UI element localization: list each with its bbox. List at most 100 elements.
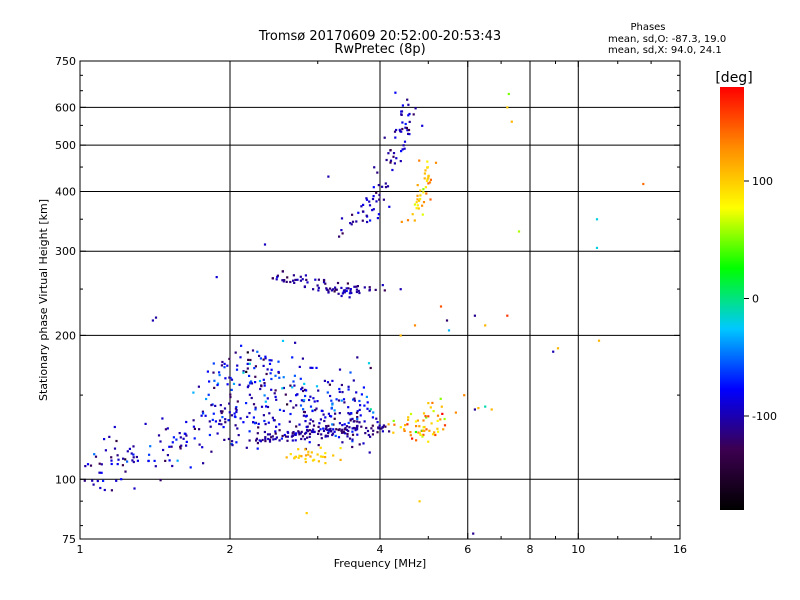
data-point — [280, 437, 283, 440]
data-point — [227, 437, 230, 441]
data-point — [353, 427, 356, 430]
data-point — [419, 189, 422, 192]
data-point — [283, 279, 286, 282]
data-point — [270, 359, 273, 362]
data-point — [266, 405, 270, 409]
data-point — [98, 471, 101, 474]
data-point — [113, 425, 116, 429]
data-point — [254, 408, 257, 411]
data-point — [385, 158, 388, 162]
data-point — [401, 104, 404, 107]
data-point — [318, 422, 321, 425]
data-point — [292, 274, 295, 277]
data-point — [242, 371, 245, 374]
data-point — [403, 429, 406, 432]
data-point — [407, 103, 410, 106]
data-point — [337, 292, 340, 295]
data-point — [317, 460, 320, 463]
data-point — [347, 385, 350, 388]
data-point — [378, 193, 381, 197]
data-point — [268, 359, 271, 362]
data-point — [229, 396, 232, 399]
data-point — [325, 287, 328, 290]
data-point — [292, 380, 295, 383]
data-point — [260, 405, 264, 408]
data-point — [161, 417, 164, 420]
data-point — [356, 417, 359, 420]
data-point — [276, 275, 279, 279]
data-point — [338, 390, 341, 393]
data-point — [247, 358, 250, 361]
legend-box: Phases mean, sd,O: -87.3, 19.0 mean, sd,… — [608, 22, 726, 56]
data-point — [433, 431, 436, 434]
data-point — [248, 381, 252, 384]
data-point — [286, 435, 289, 438]
data-point — [392, 419, 395, 422]
data-point — [312, 397, 315, 400]
data-point — [463, 394, 466, 397]
data-point — [235, 406, 238, 409]
data-point — [416, 184, 419, 187]
data-point — [417, 431, 420, 434]
data-point — [274, 374, 277, 377]
data-point — [275, 436, 278, 439]
x-tick-labels: 1 2 4 6 8 10 16 — [77, 543, 688, 556]
data-point — [311, 366, 314, 369]
data-point — [294, 433, 297, 436]
data-point — [320, 433, 323, 436]
data-point — [388, 430, 391, 433]
data-point — [304, 415, 308, 418]
data-point — [303, 399, 306, 402]
data-point — [235, 410, 238, 414]
data-point — [231, 440, 234, 443]
data-point — [340, 294, 343, 298]
data-point — [407, 128, 411, 132]
data-point — [320, 437, 323, 440]
data-point — [404, 424, 407, 427]
data-point — [308, 422, 311, 425]
data-point — [363, 286, 366, 289]
data-point — [332, 428, 335, 431]
data-point — [346, 282, 349, 285]
data-point — [344, 432, 347, 435]
data-point — [387, 152, 390, 155]
data-point — [263, 384, 266, 387]
data-point — [298, 433, 301, 436]
data-point — [269, 372, 272, 375]
data-point — [431, 401, 434, 404]
data-point — [355, 285, 358, 288]
data-point — [357, 289, 360, 292]
data-point — [86, 463, 90, 466]
data-point — [179, 445, 182, 448]
data-point — [178, 432, 181, 435]
data-point — [393, 130, 397, 133]
data-point — [331, 403, 334, 406]
data-point — [416, 204, 419, 207]
data-point — [323, 279, 326, 282]
data-point — [184, 432, 187, 435]
data-point — [274, 437, 277, 441]
data-point — [305, 389, 308, 392]
data-point — [154, 465, 157, 468]
data-point — [510, 120, 513, 123]
data-point — [337, 436, 341, 439]
data-point — [427, 175, 430, 178]
data-point — [281, 279, 284, 282]
data-point — [250, 380, 253, 383]
data-point — [260, 385, 263, 388]
data-point — [356, 416, 359, 419]
data-point — [256, 447, 259, 450]
data-point — [376, 421, 379, 424]
data-point — [211, 418, 214, 421]
data-point — [425, 192, 428, 195]
data-point — [293, 456, 296, 459]
data-point — [329, 394, 332, 398]
data-point — [159, 440, 162, 443]
data-point — [351, 427, 354, 430]
data-point — [274, 395, 277, 398]
data-point — [326, 391, 329, 394]
data-point — [399, 288, 402, 291]
data-point — [235, 441, 238, 444]
x-tick-label: 2 — [227, 543, 234, 556]
